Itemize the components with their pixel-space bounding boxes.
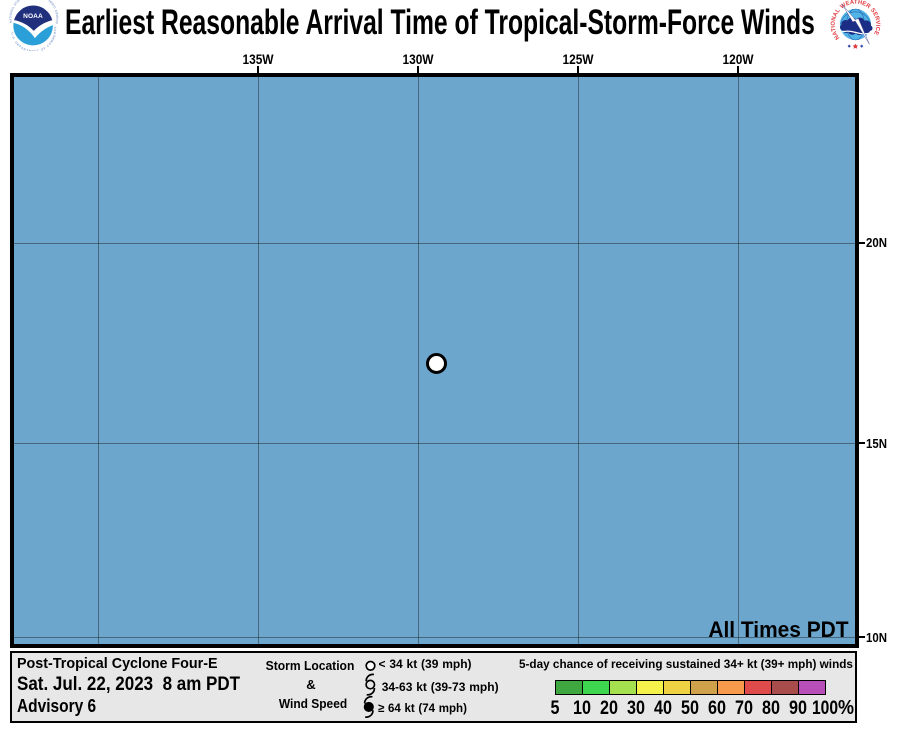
- svg-text:NOAA: NOAA: [23, 13, 43, 20]
